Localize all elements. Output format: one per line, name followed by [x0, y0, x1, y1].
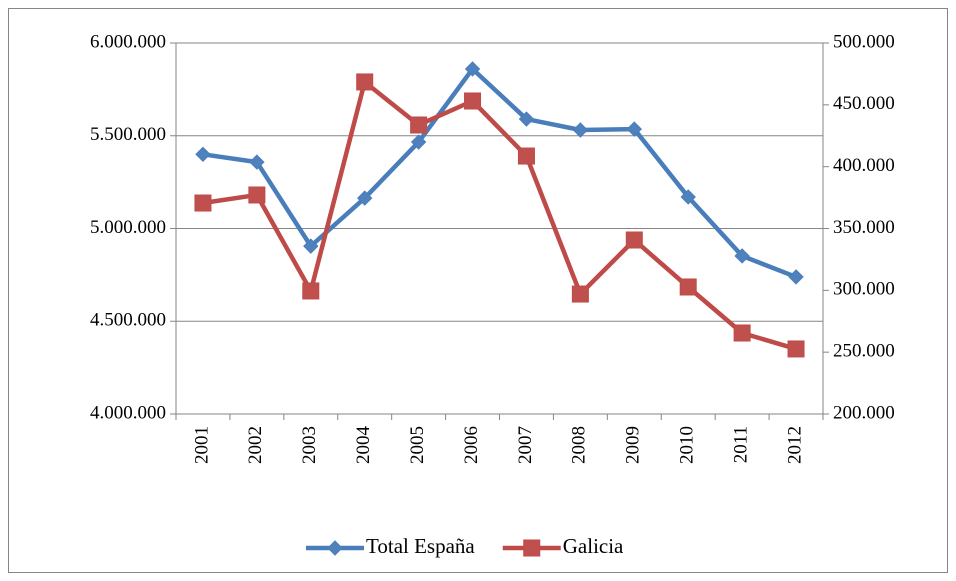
marker	[788, 269, 804, 285]
x-tick-label: 2010	[677, 426, 698, 464]
x-tick-label: 2007	[515, 426, 536, 464]
marker	[195, 146, 211, 163]
x-tick-label: 2009	[623, 426, 644, 464]
marker	[680, 189, 696, 205]
y-tick-label: 4.000.000	[90, 402, 166, 423]
marker	[625, 231, 643, 249]
x-tick-label: 2006	[461, 426, 482, 464]
y2-tick-label: 400.000	[833, 155, 895, 176]
marker	[572, 122, 589, 138]
x-tick-label: 2003	[299, 426, 320, 464]
x-tick-label: 2011	[730, 426, 751, 463]
y-tick-label: 5.000.000	[90, 217, 166, 238]
marker	[571, 285, 589, 303]
y2-tick-label: 500.000	[833, 31, 895, 52]
marker	[410, 116, 428, 134]
marker	[248, 186, 266, 204]
y2-tick-label: 450.000	[833, 93, 895, 114]
legend-label: Total España	[366, 534, 475, 558]
marker	[464, 92, 482, 110]
y2-tick-label: 300.000	[833, 279, 895, 300]
legend-marker	[327, 540, 343, 556]
x-tick-label: 2004	[353, 426, 374, 465]
y2-tick-label: 250.000	[833, 341, 895, 362]
marker	[356, 73, 374, 91]
series-line	[202, 66, 797, 280]
y2-tick-label: 200.000	[833, 402, 895, 423]
marker	[626, 121, 642, 137]
series-line	[202, 79, 797, 352]
marker	[410, 134, 427, 150]
x-tick-label: 2012	[784, 426, 805, 464]
marker	[734, 248, 750, 264]
marker	[194, 194, 212, 212]
marker	[302, 282, 320, 300]
marker	[518, 111, 535, 127]
x-tick-label: 2008	[569, 426, 590, 464]
x-tick-label: 2002	[245, 426, 266, 464]
marker	[357, 190, 373, 206]
marker	[787, 340, 805, 358]
marker	[303, 238, 319, 254]
y-tick-label: 5.500.000	[90, 124, 166, 145]
marker	[679, 278, 697, 296]
marker	[517, 147, 535, 165]
legend-marker	[523, 539, 541, 557]
y-tick-label: 6.000.000	[90, 31, 166, 52]
x-tick-label: 2001	[191, 426, 212, 464]
legend-label: Galicia	[563, 534, 624, 558]
x-tick-label: 2005	[407, 426, 428, 464]
y-tick-label: 4.500.000	[90, 310, 166, 331]
y2-tick-label: 350.000	[833, 217, 895, 238]
marker	[733, 324, 751, 342]
marker	[464, 61, 481, 77]
marker	[249, 154, 265, 170]
